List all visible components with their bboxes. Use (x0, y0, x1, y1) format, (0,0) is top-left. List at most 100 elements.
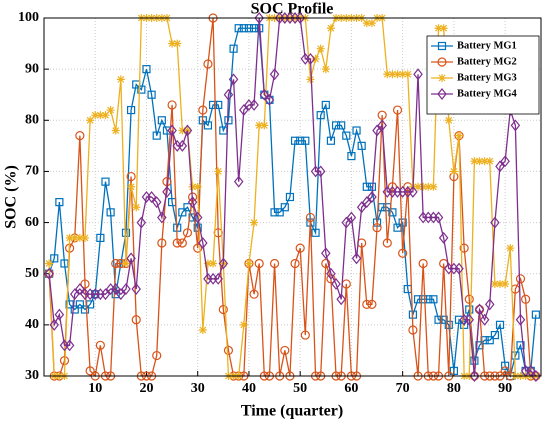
marker (362, 196, 372, 209)
marker (228, 73, 239, 86)
marker (182, 228, 193, 238)
marker (480, 336, 489, 345)
marker (121, 259, 130, 268)
marker (398, 70, 407, 79)
x-tick-label: 60 (344, 381, 358, 396)
marker (439, 315, 448, 324)
marker (192, 211, 203, 224)
legend-label: Battery MG1 (457, 40, 517, 51)
marker (413, 68, 423, 81)
marker (50, 254, 59, 263)
marker (121, 283, 131, 296)
marker (198, 105, 208, 115)
marker (75, 300, 84, 309)
x-axis-label: Time (quarter) (241, 403, 343, 420)
marker (398, 248, 408, 258)
marker (75, 131, 85, 141)
marker (351, 252, 362, 265)
marker (506, 244, 515, 253)
marker (203, 121, 213, 130)
marker (464, 313, 475, 326)
marker (321, 100, 330, 110)
marker (75, 233, 84, 242)
marker (341, 216, 352, 229)
marker (501, 361, 510, 370)
marker (132, 203, 141, 212)
x-tick-label: 20 (139, 381, 153, 396)
marker (388, 208, 397, 217)
marker (316, 44, 325, 53)
marker (398, 218, 407, 227)
marker (100, 288, 111, 301)
marker (433, 211, 444, 224)
marker (496, 279, 505, 288)
marker (419, 182, 428, 191)
marker (85, 366, 95, 376)
marker (254, 12, 264, 24)
marker (270, 208, 279, 217)
marker (438, 74, 446, 82)
marker (392, 105, 403, 115)
marker (178, 126, 187, 135)
marker (311, 54, 320, 63)
marker (495, 320, 505, 329)
marker (193, 182, 202, 191)
marker (198, 237, 208, 249)
marker (296, 136, 305, 145)
marker (490, 216, 500, 229)
marker (224, 116, 233, 125)
marker (321, 258, 331, 269)
marker (469, 370, 480, 382)
marker (485, 336, 494, 345)
marker (449, 167, 458, 176)
marker (290, 136, 300, 145)
legend-label: Battery MG2 (457, 56, 517, 67)
legend: Battery MG1 Battery MG2 Battery MG3 Battery… (426, 35, 540, 115)
marker (264, 93, 275, 106)
marker (152, 131, 161, 140)
marker (429, 182, 438, 191)
marker (223, 88, 234, 101)
series-line (48, 27, 537, 378)
marker (250, 218, 259, 227)
marker (111, 290, 120, 299)
marker (500, 155, 510, 168)
marker (249, 24, 259, 33)
marker (470, 356, 479, 365)
x-tick-label: 90 (498, 381, 512, 396)
marker (424, 182, 433, 191)
marker (187, 196, 198, 209)
y-tick-label: 80 (25, 113, 39, 128)
marker (367, 191, 377, 203)
marker (80, 305, 90, 314)
y-tick-label: 50 (25, 266, 39, 281)
marker (480, 157, 489, 166)
x-tick-label: 80 (447, 381, 461, 396)
marker (167, 100, 177, 110)
marker (280, 203, 289, 212)
marker (229, 44, 238, 53)
marker (131, 283, 141, 296)
marker (383, 70, 392, 79)
x-tick-label: 40 (242, 381, 256, 396)
marker (69, 288, 80, 301)
marker (337, 121, 346, 130)
marker (223, 345, 234, 356)
marker (64, 339, 75, 352)
marker (136, 216, 147, 229)
marker (305, 52, 316, 65)
marker (173, 39, 182, 48)
marker (254, 258, 264, 269)
marker (475, 341, 484, 350)
marker (437, 88, 447, 100)
marker (86, 116, 95, 125)
marker (444, 116, 453, 125)
marker (209, 259, 218, 268)
marker (429, 295, 438, 304)
marker (249, 289, 259, 299)
marker (305, 212, 316, 223)
marker (157, 238, 167, 248)
marker (336, 293, 346, 306)
marker (388, 70, 397, 79)
